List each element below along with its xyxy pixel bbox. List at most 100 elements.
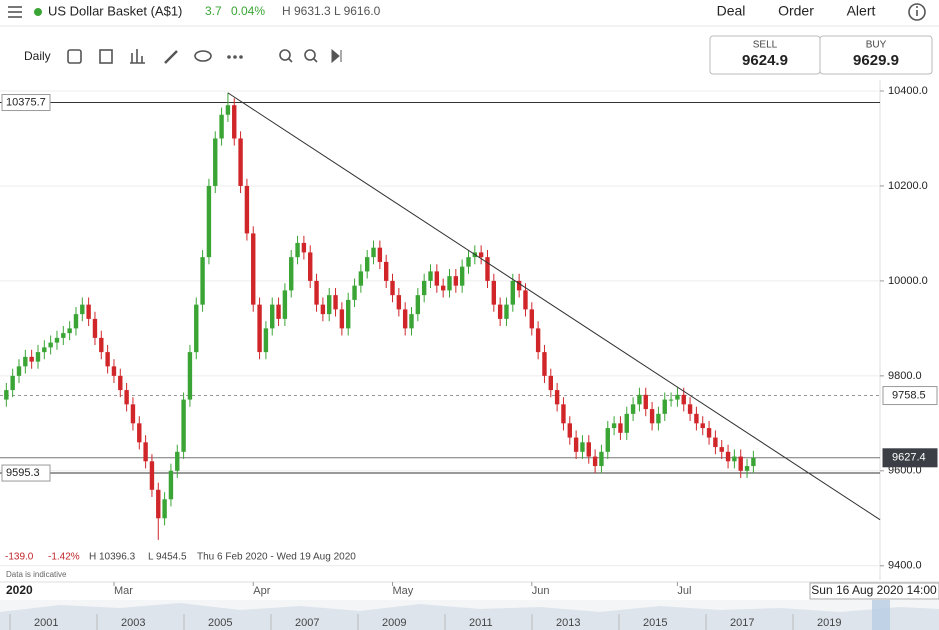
candle-body [485, 257, 490, 281]
cursor-date: Sun 16 Aug 2020 14:00 [811, 583, 937, 597]
order-button[interactable]: Order [778, 3, 814, 19]
candle-body [320, 304, 326, 315]
candle-body [377, 247, 383, 262]
candle-body [459, 266, 465, 286]
range-change: -139.0 [5, 552, 34, 563]
candle-body [251, 233, 256, 305]
candle-body [516, 280, 522, 291]
candle-body [54, 337, 60, 343]
navigator-year: 2003 [121, 617, 145, 629]
candle-body [358, 271, 364, 286]
level-label-box [882, 386, 938, 406]
candle-body [67, 328, 72, 334]
candle-body [440, 285, 446, 291]
candle-body [270, 304, 275, 329]
candle-body [219, 114, 224, 139]
candle-body [662, 399, 667, 414]
level-label-box [1, 94, 51, 112]
candle-body [10, 375, 15, 391]
tool-icon[interactable] [67, 49, 82, 64]
zoom-out-button[interactable] [279, 49, 293, 63]
navigator-area [0, 603, 939, 630]
tool-icon[interactable] [164, 50, 178, 64]
level-label-box [1, 464, 51, 482]
candle-body [510, 280, 516, 305]
level-label: 9595.3 [6, 467, 40, 479]
candle-body [542, 352, 547, 376]
candle-body [162, 499, 167, 519]
info-button[interactable] [908, 3, 926, 21]
candle-body [137, 423, 142, 443]
level-label-box [882, 448, 938, 468]
candle-body [681, 394, 686, 405]
alert-button[interactable]: Alert [847, 3, 876, 19]
candle-body [421, 280, 427, 296]
candle-body [573, 437, 579, 452]
navigator-year: 2005 [208, 617, 232, 629]
candle-body [738, 456, 743, 471]
candle-body [4, 390, 9, 400]
buy-box[interactable] [819, 35, 933, 75]
cursor-date-box [809, 582, 939, 600]
interval-button[interactable]: Daily [24, 49, 51, 63]
candle-body [592, 456, 598, 467]
candle-body [694, 413, 699, 424]
candle-body [466, 257, 471, 267]
candle-body [529, 309, 534, 329]
candle-body [428, 271, 433, 281]
candle-body [314, 280, 319, 305]
candle-body [282, 290, 288, 319]
candle-body [751, 457, 756, 467]
navigator-window[interactable] [872, 600, 890, 630]
more-button[interactable] [227, 55, 243, 59]
candle-body [675, 394, 680, 400]
candle-body [149, 461, 155, 490]
y-tick-label: 9400.0 [888, 560, 922, 572]
y-tick-label: 9800.0 [888, 370, 922, 382]
candle-body [605, 428, 610, 452]
x-tick-label: Jul [677, 585, 691, 597]
candle-body [92, 318, 98, 338]
candle-body [23, 356, 28, 367]
navigator-year: 2013 [556, 617, 580, 629]
candle-body [244, 185, 250, 234]
candle-body [586, 442, 591, 457]
note: Data is indicative [6, 570, 67, 579]
date-range: Thu 6 Feb 2020 - Wed 19 Aug 2020 [197, 552, 356, 563]
candle-body [238, 138, 243, 186]
candle-body [700, 423, 705, 429]
candle-body [624, 413, 629, 433]
scroll-end-button[interactable] [331, 48, 342, 64]
tool-icon[interactable] [99, 49, 113, 64]
candle-body [194, 304, 199, 353]
candle-body [725, 451, 731, 462]
tool-icon[interactable] [130, 49, 145, 64]
candle-body [29, 356, 34, 362]
day-low: L 9616.0 [334, 4, 381, 18]
candle-body [396, 295, 402, 310]
candle-body [200, 257, 205, 305]
tool-icon[interactable] [194, 50, 212, 62]
sell-price: 9624.9 [742, 52, 788, 69]
candle-body [124, 390, 129, 405]
navigator-year: 2001 [34, 617, 58, 629]
day-high: H 9631.3 [282, 4, 331, 18]
x-tick-label: Mar [114, 585, 133, 597]
candle-body [143, 442, 148, 462]
navigator-year: 2007 [295, 617, 319, 629]
candle-body [434, 271, 440, 286]
menu-button[interactable] [8, 6, 22, 18]
candle-body [656, 413, 661, 424]
candle-body [523, 290, 528, 310]
deal-button[interactable]: Deal [717, 3, 746, 19]
candle-body [618, 423, 623, 433]
zoom-in-button[interactable] [304, 49, 318, 63]
candle-body [668, 399, 674, 401]
buy-price: 9629.9 [853, 52, 899, 69]
candle-body [497, 304, 503, 319]
candle-body [257, 304, 262, 353]
y-tick-label: 10200.0 [888, 180, 928, 192]
candle-body [390, 280, 395, 296]
navigator-year: 2011 [469, 617, 493, 629]
navigator-year: 2019 [817, 617, 841, 629]
